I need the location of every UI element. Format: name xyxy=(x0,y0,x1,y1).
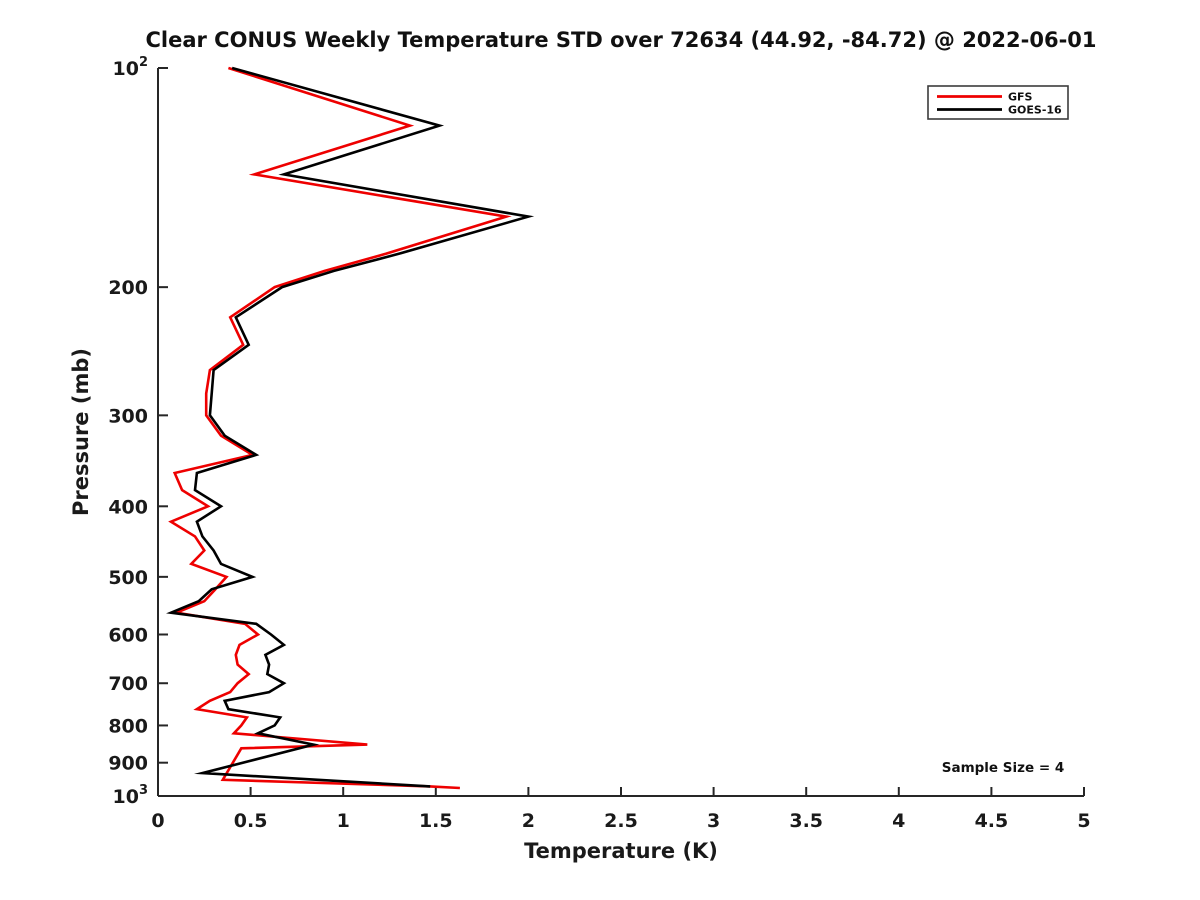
x-tick-label: 3 xyxy=(707,810,720,832)
y-tick-label: 700 xyxy=(108,673,148,695)
y-tick-label: 300 xyxy=(108,405,148,427)
x-tick-label: 2 xyxy=(522,810,535,832)
y-tick-label: 500 xyxy=(108,567,148,589)
plot-area: 0 0.5 1 1.5 2 2.5 3 3.5 4 4.5 5 102 200 300 400 500 600 7… xyxy=(108,55,1090,832)
legend-label: GOES-16 xyxy=(1008,104,1062,117)
x-tick-label: 3.5 xyxy=(789,810,823,832)
y-tick-label: 600 xyxy=(108,624,148,646)
y-tick-label: 200 xyxy=(108,277,148,299)
y-tick-label: 900 xyxy=(108,753,148,775)
y-axis-label: Pressure (mb) xyxy=(69,348,93,516)
x-tick-label: 5 xyxy=(1077,810,1090,832)
x-tick-label: 0 xyxy=(151,810,164,832)
x-tick-label: 1 xyxy=(337,810,350,832)
y-tick-label: 400 xyxy=(108,496,148,518)
series-line-gfs xyxy=(168,66,512,790)
x-tick-label: 0.5 xyxy=(234,810,268,832)
x-axis-label: Temperature (K) xyxy=(524,839,718,863)
x-tick-label: 4.5 xyxy=(975,810,1009,832)
x-tick-label: 4 xyxy=(892,810,905,832)
series-line-goes-16 xyxy=(166,66,535,788)
y-tick-label: 102 xyxy=(113,55,149,80)
y-tick-label: 800 xyxy=(108,715,148,737)
sample-size-annotation: Sample Size = 4 xyxy=(942,760,1065,776)
y-tick-label: 103 xyxy=(113,783,149,808)
chart-title: Clear CONUS Weekly Temperature STD over … xyxy=(145,28,1096,52)
x-tick-label: 1.5 xyxy=(419,810,453,832)
legend-label: GFS xyxy=(1008,91,1033,104)
x-tick-label: 2.5 xyxy=(604,810,638,832)
legend-box xyxy=(927,85,1069,120)
